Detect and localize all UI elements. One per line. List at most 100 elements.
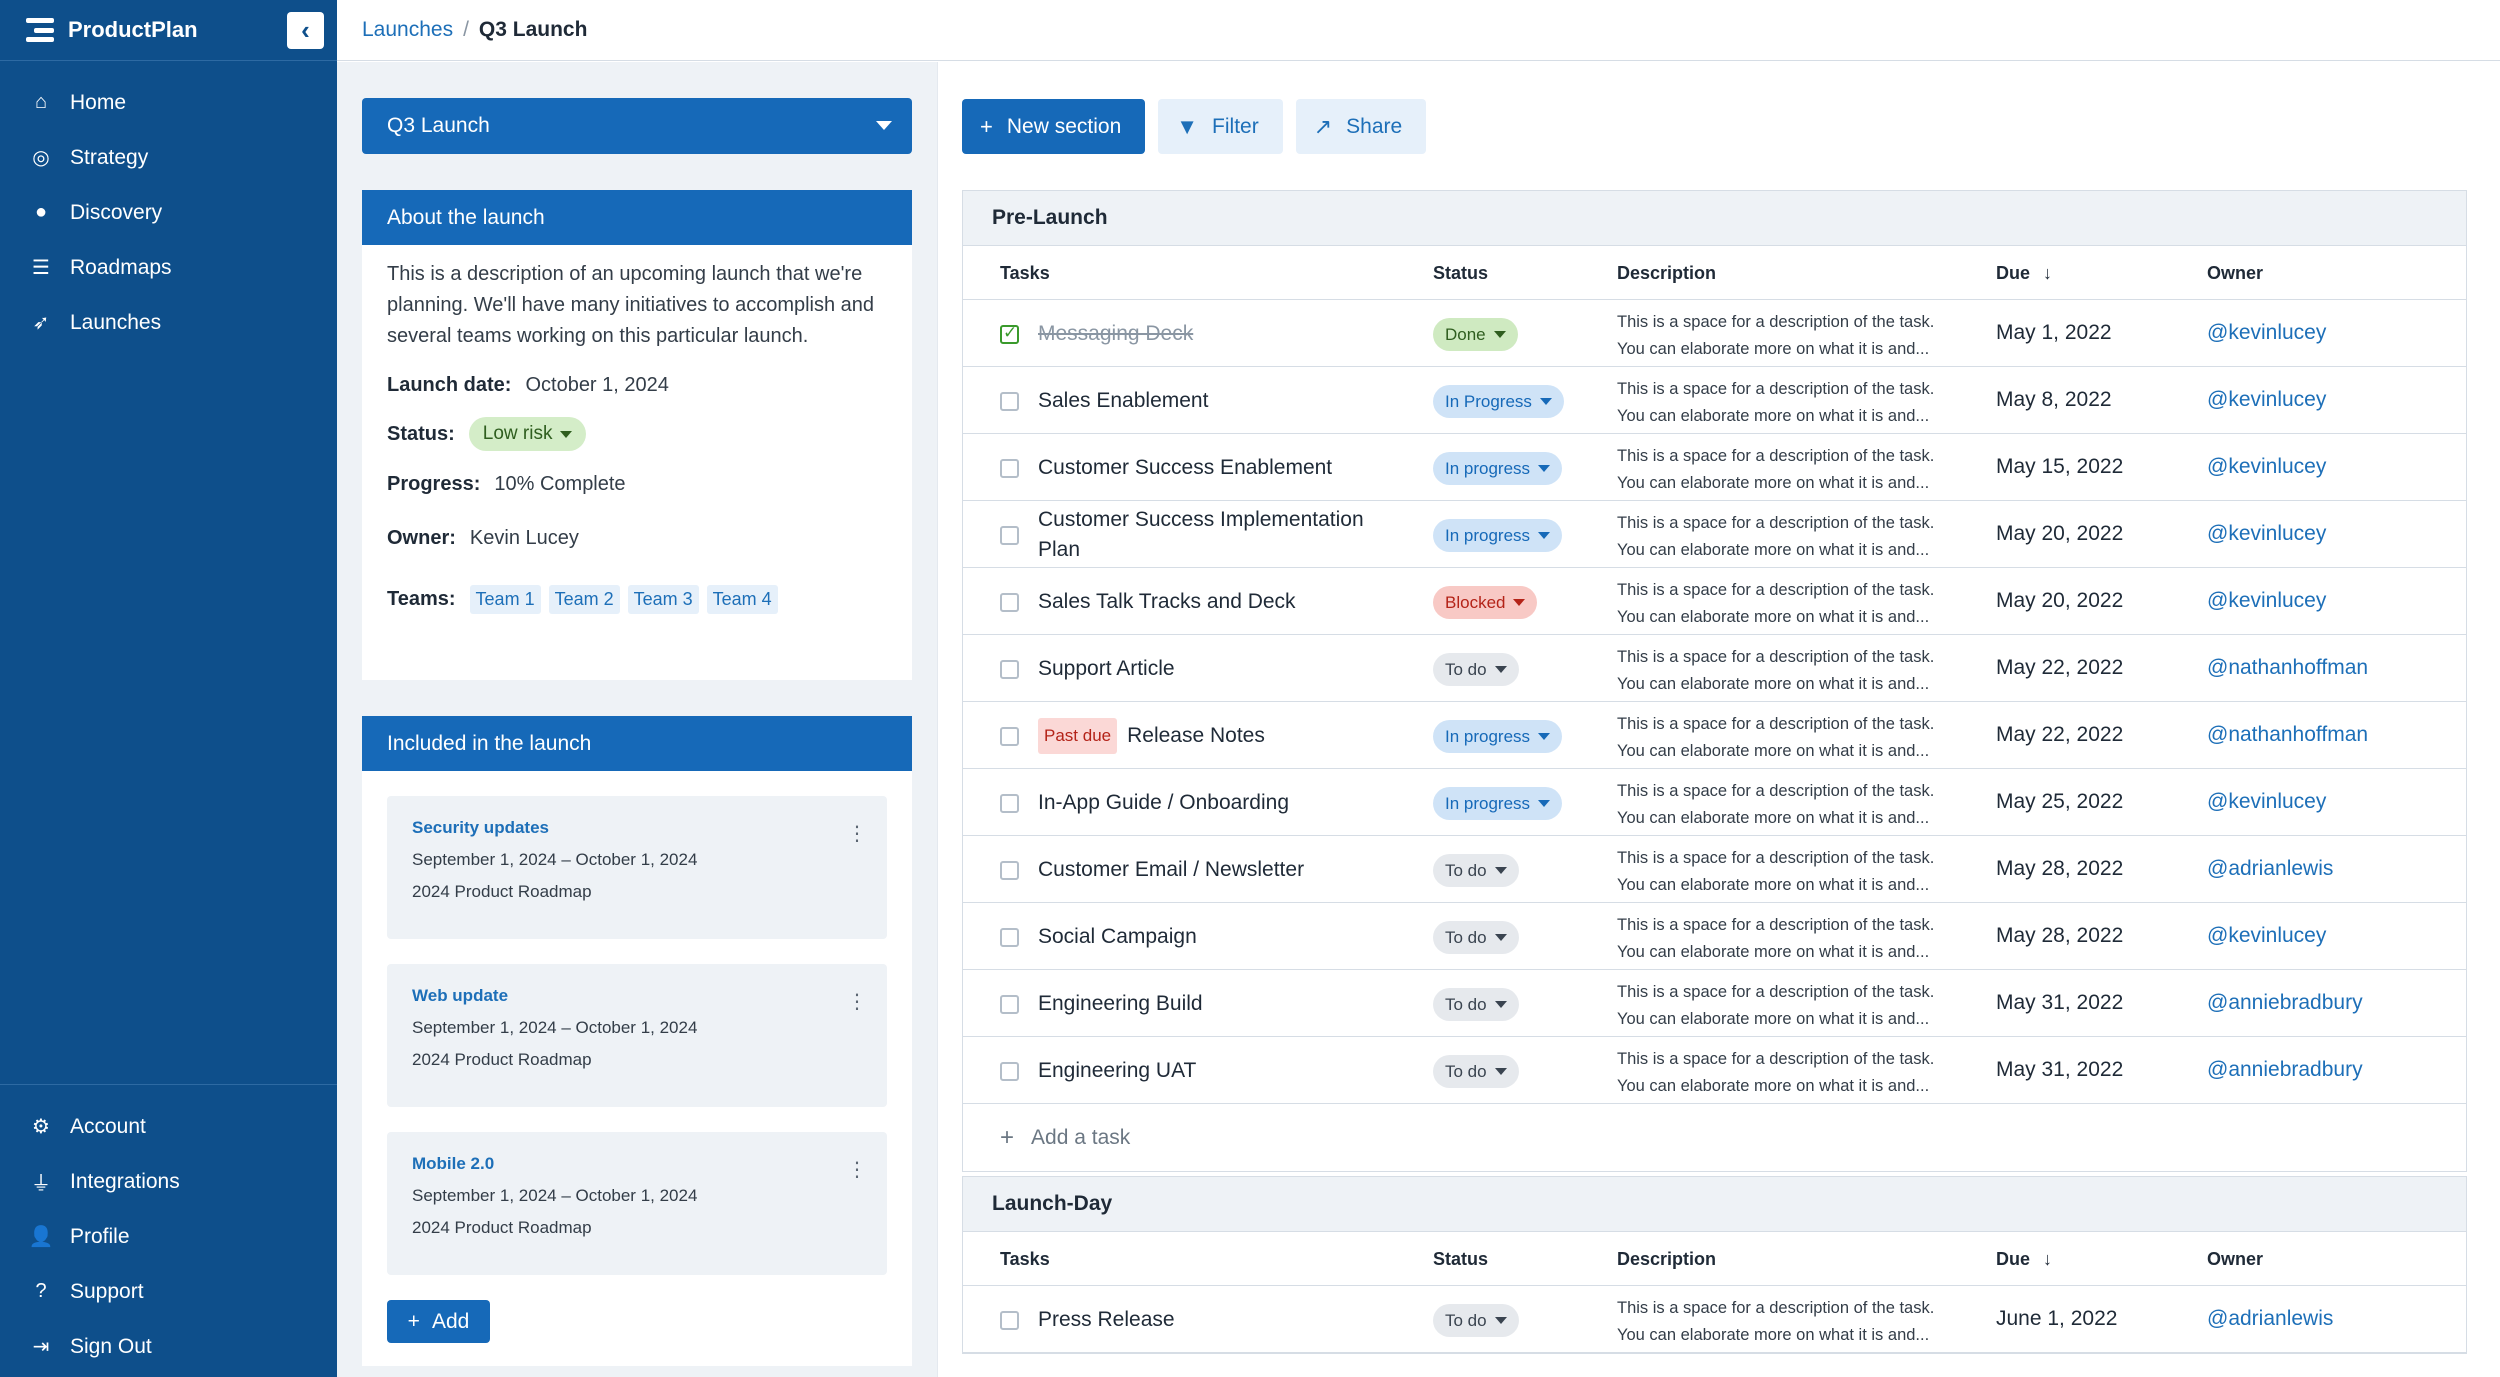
task-name-cell[interactable]: Support Article xyxy=(1038,635,1408,702)
due-date[interactable]: May 8, 2022 xyxy=(1996,388,2112,411)
owner-link[interactable]: @adrianlewis xyxy=(2207,1307,2334,1330)
owner-link[interactable]: @kevinlucey xyxy=(2207,522,2327,545)
included-item[interactable]: Web update September 1, 2024 – October 1… xyxy=(387,964,887,1107)
task-checkbox[interactable] xyxy=(1000,526,1019,545)
status-dropdown[interactable]: To do xyxy=(1433,854,1519,887)
status-badge[interactable]: Low risk xyxy=(468,417,587,451)
owner-link[interactable]: @adrianlewis xyxy=(2207,857,2334,880)
task-checkbox[interactable] xyxy=(1000,1062,1019,1081)
table-row[interactable]: In-App Guide / Onboarding In progress This… xyxy=(963,769,2466,836)
owner-link[interactable]: @kevinlucey xyxy=(2207,589,2327,612)
task-description[interactable]: This is a space for a description of the… xyxy=(1617,309,1977,363)
task-name-cell[interactable]: Customer Email / Newsletter xyxy=(1038,836,1408,903)
task-name-cell[interactable]: Customer Success Implementation Plan xyxy=(1038,501,1408,568)
nav-item-sign-out[interactable]: ⇥ Sign Out xyxy=(0,1319,337,1374)
task-description[interactable]: This is a space for a description of the… xyxy=(1617,577,1977,631)
task-name-cell[interactable]: In-App Guide / Onboarding xyxy=(1038,769,1408,836)
nav-item-integrations[interactable]: ⏚ Integrations xyxy=(0,1154,337,1209)
owner-link[interactable]: @nathanhoffman xyxy=(2207,656,2369,679)
column-header-due[interactable]: Due ↓ xyxy=(1996,263,2052,284)
task-checkbox[interactable] xyxy=(1000,323,1019,344)
task-description[interactable]: This is a space for a description of the… xyxy=(1617,1046,1977,1100)
task-checkbox[interactable] xyxy=(1000,794,1019,813)
owner-link[interactable]: @kevinlucey xyxy=(2207,455,2327,478)
task-checkbox[interactable] xyxy=(1000,928,1019,947)
table-row[interactable]: Customer Email / Newsletter To do This is … xyxy=(963,836,2466,903)
task-description[interactable]: This is a space for a description of the… xyxy=(1617,845,1977,899)
included-item-title[interactable]: Web update xyxy=(412,986,509,1005)
included-item[interactable]: Mobile 2.0 September 1, 2024 – October 1… xyxy=(387,1132,887,1275)
status-dropdown[interactable]: In Progress xyxy=(1433,385,1564,418)
due-date[interactable]: May 1, 2022 xyxy=(1996,321,2112,344)
due-date[interactable]: May 15, 2022 xyxy=(1996,455,2124,478)
owner-link[interactable]: @kevinlucey xyxy=(2207,924,2327,947)
table-row[interactable]: Sales Enablement In Progress This is a spa… xyxy=(963,367,2466,434)
nav-item-discovery[interactable]: ● Discovery xyxy=(0,185,337,240)
included-item-title[interactable]: Mobile 2.0 xyxy=(412,1154,495,1173)
task-name-cell[interactable]: Customer Success Enablement xyxy=(1038,434,1408,501)
team-tag[interactable]: Team 2 xyxy=(548,585,620,614)
table-row[interactable]: Press Release To do This is a space for a … xyxy=(963,1286,2466,1353)
due-date[interactable]: May 25, 2022 xyxy=(1996,790,2124,813)
due-date[interactable]: June 1, 2022 xyxy=(1996,1307,2118,1330)
task-name-cell[interactable]: Past due Release Notes xyxy=(1038,702,1408,769)
status-dropdown[interactable]: To do xyxy=(1433,921,1519,954)
table-row[interactable]: Sales Talk Tracks and Deck Blocked This is… xyxy=(963,568,2466,635)
due-date[interactable]: May 20, 2022 xyxy=(1996,589,2124,612)
status-dropdown[interactable]: In progress xyxy=(1433,452,1563,485)
task-name-cell[interactable]: Sales Talk Tracks and Deck xyxy=(1038,568,1408,635)
task-description[interactable]: This is a space for a description of the… xyxy=(1617,979,1977,1033)
task-checkbox[interactable] xyxy=(1000,861,1019,880)
status-dropdown[interactable]: Blocked xyxy=(1433,586,1538,619)
collapse-sidebar-button[interactable]: ‹ xyxy=(287,12,324,49)
task-checkbox[interactable] xyxy=(1000,660,1019,679)
table-row[interactable]: Messaging Deck Done This is a space for a … xyxy=(963,300,2466,367)
brand[interactable]: ProductPlan xyxy=(0,0,337,61)
status-dropdown[interactable]: In progress xyxy=(1433,787,1563,820)
team-tag[interactable]: Team 4 xyxy=(706,585,778,614)
breadcrumb-link-launches[interactable]: Launches xyxy=(362,18,454,41)
add-task-button[interactable]: + Add a task xyxy=(963,1104,2466,1171)
due-date[interactable]: May 28, 2022 xyxy=(1996,924,2124,947)
status-dropdown[interactable]: To do xyxy=(1433,1055,1519,1088)
owner-link[interactable]: @kevinlucey xyxy=(2207,321,2327,344)
task-description[interactable]: This is a space for a description of the… xyxy=(1617,644,1977,698)
task-name-cell[interactable]: Press Release xyxy=(1038,1286,1408,1353)
task-name-cell[interactable]: Messaging Deck xyxy=(1038,300,1408,367)
task-name-cell[interactable]: Social Campaign xyxy=(1038,903,1408,970)
status-dropdown[interactable]: To do xyxy=(1433,988,1519,1021)
task-description[interactable]: This is a space for a description of the… xyxy=(1617,711,1977,765)
due-date[interactable]: May 28, 2022 xyxy=(1996,857,2124,880)
task-checkbox[interactable] xyxy=(1000,995,1019,1014)
filter-button[interactable]: ▼ Filter xyxy=(1158,99,1283,154)
launch-select[interactable]: Q3 Launch xyxy=(362,98,912,154)
owner-link[interactable]: @kevinlucey xyxy=(2207,790,2327,813)
owner-link[interactable]: @anniebradbury xyxy=(2207,991,2363,1014)
section-title[interactable]: Launch-Day xyxy=(963,1177,2466,1232)
due-date[interactable]: May 22, 2022 xyxy=(1996,656,2124,679)
more-options-icon[interactable]: ⋮ xyxy=(847,1159,867,1181)
table-row[interactable]: Engineering Build To do This is a space fo… xyxy=(963,970,2466,1037)
new-section-button[interactable]: + New section xyxy=(962,99,1146,154)
task-checkbox[interactable] xyxy=(1000,727,1019,746)
share-button[interactable]: ↗ Share xyxy=(1295,99,1427,154)
nav-item-roadmaps[interactable]: ☰ Roadmaps xyxy=(0,240,337,295)
nav-item-launches[interactable]: ➶ Launches xyxy=(0,295,337,350)
due-date[interactable]: May 22, 2022 xyxy=(1996,723,2124,746)
column-header-due[interactable]: Due ↓ xyxy=(1996,1249,2052,1270)
task-description[interactable]: This is a space for a description of the… xyxy=(1617,912,1977,966)
owner-link[interactable]: @nathanhoffman xyxy=(2207,723,2369,746)
team-tag[interactable]: Team 3 xyxy=(627,585,699,614)
due-date[interactable]: May 31, 2022 xyxy=(1996,1058,2124,1081)
nav-item-profile[interactable]: 👤 Profile xyxy=(0,1209,337,1264)
team-tag[interactable]: Team 1 xyxy=(469,585,541,614)
status-dropdown[interactable]: To do xyxy=(1433,1304,1519,1337)
task-description[interactable]: This is a space for a description of the… xyxy=(1617,510,1977,564)
due-date[interactable]: May 31, 2022 xyxy=(1996,991,2124,1014)
included-item[interactable]: Security updates September 1, 2024 – Oct… xyxy=(387,796,887,939)
status-dropdown[interactable]: In progress xyxy=(1433,519,1563,552)
nav-item-account[interactable]: ⚙ Account xyxy=(0,1099,337,1154)
nav-item-support[interactable]: ? Support xyxy=(0,1264,337,1319)
included-item-title[interactable]: Security updates xyxy=(412,818,549,837)
owner-link[interactable]: @anniebradbury xyxy=(2207,1058,2363,1081)
